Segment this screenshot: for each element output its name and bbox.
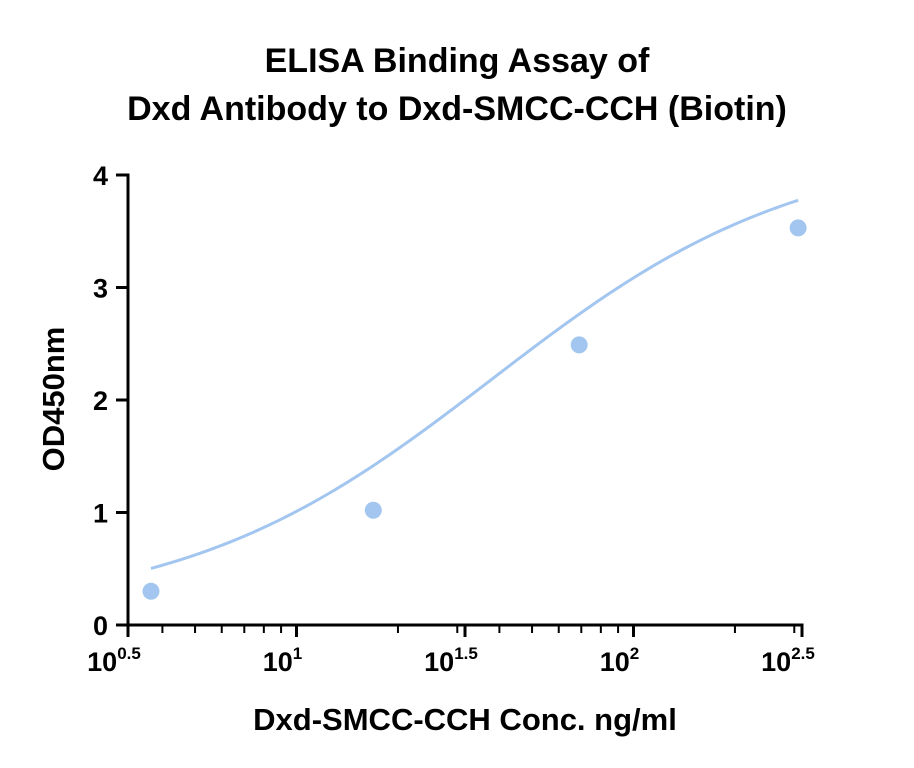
- chart-title-line-1: ELISA Binding Assay of: [265, 42, 650, 80]
- fit-curve: [150, 198, 799, 570]
- data-point: [364, 501, 382, 519]
- x-tick-label: 102.5: [761, 644, 815, 677]
- x-tick-label: 102: [600, 644, 640, 677]
- y-tick-label: 4: [93, 161, 108, 191]
- y-tick-label: 1: [93, 499, 108, 529]
- x-tick-label: 101.5: [424, 644, 478, 677]
- data-point: [142, 582, 160, 600]
- fit-curve-layer: [150, 198, 799, 570]
- data-point: [570, 336, 588, 354]
- x-tick-label: 101: [263, 644, 303, 677]
- y-axis-label: OD450nm: [36, 327, 71, 472]
- data-points: [142, 219, 807, 600]
- x-axis-label: Dxd-SMCC-CCH Conc. ng/ml: [253, 702, 677, 737]
- axes: 0 1 2 3 4 100.5 101 101.5 102 102.5: [87, 161, 815, 677]
- y-tick-label: 3: [93, 274, 108, 304]
- data-point: [789, 219, 807, 237]
- x-tick-label: 100.5: [87, 644, 141, 677]
- chart-title-line-2: Dxd Antibody to Dxd-SMCC-CCH (Biotin): [127, 90, 787, 128]
- y-tick-label: 0: [93, 611, 108, 641]
- y-tick-label: 2: [93, 386, 108, 416]
